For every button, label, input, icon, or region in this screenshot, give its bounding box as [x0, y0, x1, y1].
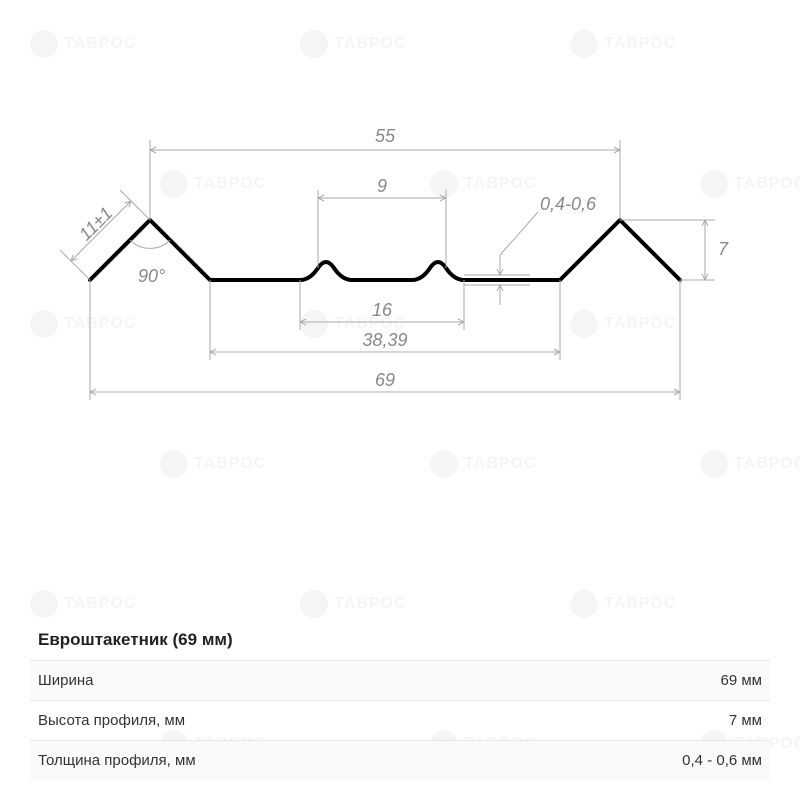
watermark: ТАВРОС [30, 30, 136, 58]
dim-height: 7 [718, 239, 729, 259]
dim-inner-width: 38,39 [362, 330, 407, 350]
spec-label: Высота профиля, мм [38, 712, 185, 729]
spec-title: Евроштакетник (69 мм) [30, 620, 770, 660]
angle-arc [130, 240, 170, 248]
spec-value: 0,4 - 0,6 мм [682, 752, 762, 769]
dim-top-width: 55 [375, 126, 396, 146]
spec-value: 7 мм [729, 712, 762, 729]
dim-angle: 90° [138, 266, 165, 286]
dim-total-width: 69 [375, 370, 395, 390]
watermark: ТАВРОС [700, 450, 800, 478]
spec-row: Ширина 69 мм [30, 660, 770, 700]
profile-diagram: 90° 11±1 55 9 0,4-0,6 7 16 38,39 69 [50, 80, 750, 440]
spec-label: Ширина [38, 672, 93, 689]
profile-path [90, 220, 680, 280]
spec-value: 69 мм [721, 672, 762, 689]
watermark: ТАВРОС [160, 450, 266, 478]
spec-label: Толщина профиля, мм [38, 752, 196, 769]
watermark: ТАВРОС [30, 590, 136, 618]
watermark: ТАВРОС [300, 30, 406, 58]
watermark: ТАВРОС [570, 30, 676, 58]
dim-side-length: 11±1 [75, 203, 116, 244]
watermark: ТАВРОС [430, 450, 536, 478]
dim-bump-top: 9 [377, 176, 387, 196]
watermark: ТАВРОС [300, 590, 406, 618]
dim-bump-base: 16 [372, 300, 393, 320]
watermark: ТАВРОС [570, 590, 676, 618]
spec-row: Толщина профиля, мм 0,4 - 0,6 мм [30, 740, 770, 780]
spec-table: Евроштакетник (69 мм) Ширина 69 мм Высот… [30, 620, 770, 780]
spec-row: Высота профиля, мм 7 мм [30, 700, 770, 740]
dim-thickness: 0,4-0,6 [540, 194, 597, 214]
